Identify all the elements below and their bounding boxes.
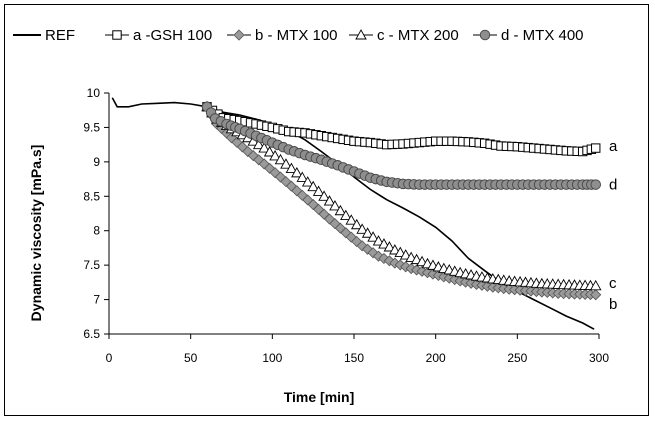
series-group <box>111 97 602 330</box>
data-point <box>345 214 358 225</box>
end-label-d: d <box>609 177 617 194</box>
legend-marker-icon <box>233 29 245 41</box>
data-point <box>367 231 379 242</box>
data-point <box>372 235 385 246</box>
x-tick-label: 200 <box>426 351 446 365</box>
series-ref <box>111 97 595 330</box>
legend-label: d - MTX 400 <box>501 27 584 44</box>
y-tick-label: 9.5 <box>83 120 100 134</box>
series-b <box>201 101 602 301</box>
y-tick-label: 8.5 <box>83 189 100 203</box>
data-point <box>329 199 341 211</box>
y-tick-label: 8 <box>93 224 100 238</box>
data-point <box>394 246 407 257</box>
x-tick-label: 250 <box>507 351 527 365</box>
legend-item-a: a -GSH 100 <box>105 27 212 44</box>
data-point <box>291 166 303 178</box>
y-tick-label: 9 <box>93 155 100 169</box>
legend-label: c - MTX 200 <box>377 27 459 44</box>
data-point <box>372 250 385 262</box>
legend-item-ref: REF <box>13 27 75 44</box>
x-tick-label: 0 <box>106 351 113 365</box>
data-point <box>263 146 276 157</box>
series-a <box>202 102 601 157</box>
data-point <box>590 179 601 190</box>
data-point <box>350 218 363 230</box>
viscosity-chart: REF a -GSH 100 b - MTX 100 c - MTX 200 d - M… <box>13 27 618 405</box>
data-point <box>356 223 368 234</box>
data-point <box>280 158 292 169</box>
legend-marker-icon <box>479 29 491 41</box>
legend-item-d: d - MTX 400 <box>473 27 584 44</box>
legend: REF a -GSH 100 b - MTX 100 c - MTX 200 d - M… <box>13 27 584 44</box>
series-d <box>201 101 601 190</box>
legend-label: REF <box>45 27 75 44</box>
data-point <box>312 185 325 196</box>
data-point <box>399 249 412 260</box>
end-label-a: a <box>609 138 618 155</box>
data-point <box>274 153 287 165</box>
data-point <box>258 142 270 153</box>
y-tick-label: 7.5 <box>83 258 100 272</box>
legend-item-c: c - MTX 200 <box>349 27 459 44</box>
x-axis-title: Time [min] <box>284 389 355 405</box>
y-tick-label: 7 <box>93 293 100 307</box>
x-tick-label: 100 <box>262 351 282 365</box>
y-tick-label: 10 <box>87 86 101 100</box>
legend-marker-icon <box>355 29 367 40</box>
data-point <box>589 279 602 291</box>
data-point <box>590 289 602 301</box>
data-point <box>296 171 309 182</box>
legend-label: a -GSH 100 <box>133 27 212 44</box>
x-tick-label: 50 <box>184 351 198 365</box>
end-label-c: c <box>609 275 617 292</box>
data-point <box>307 180 319 192</box>
x-tick-label: 150 <box>344 351 364 365</box>
data-point <box>334 204 347 216</box>
series-line <box>111 97 595 330</box>
data-point <box>285 162 298 173</box>
end-label-b: b <box>609 296 617 313</box>
y-tick-label: 6.5 <box>83 327 100 341</box>
data-point <box>318 190 330 201</box>
data-point <box>323 195 336 206</box>
end-labels: a bc d <box>609 138 618 313</box>
chart-frame: REF a -GSH 100 b - MTX 100 c - MTX 200 d - M… <box>4 4 649 416</box>
legend-item-b: b - MTX 100 <box>227 27 338 44</box>
data-point <box>591 143 601 153</box>
data-point <box>389 244 401 255</box>
data-point <box>378 238 390 249</box>
data-point <box>252 138 265 150</box>
y-axis-title: Dynamic viscosity [mPa.s] <box>28 145 44 322</box>
data-point <box>340 209 352 221</box>
legend-marker-icon <box>112 30 122 40</box>
data-point <box>301 176 314 187</box>
data-point <box>361 227 374 238</box>
data-point <box>383 241 396 252</box>
data-point <box>269 149 281 161</box>
legend-label: b - MTX 100 <box>255 27 338 44</box>
x-tick-label: 300 <box>589 351 609 365</box>
